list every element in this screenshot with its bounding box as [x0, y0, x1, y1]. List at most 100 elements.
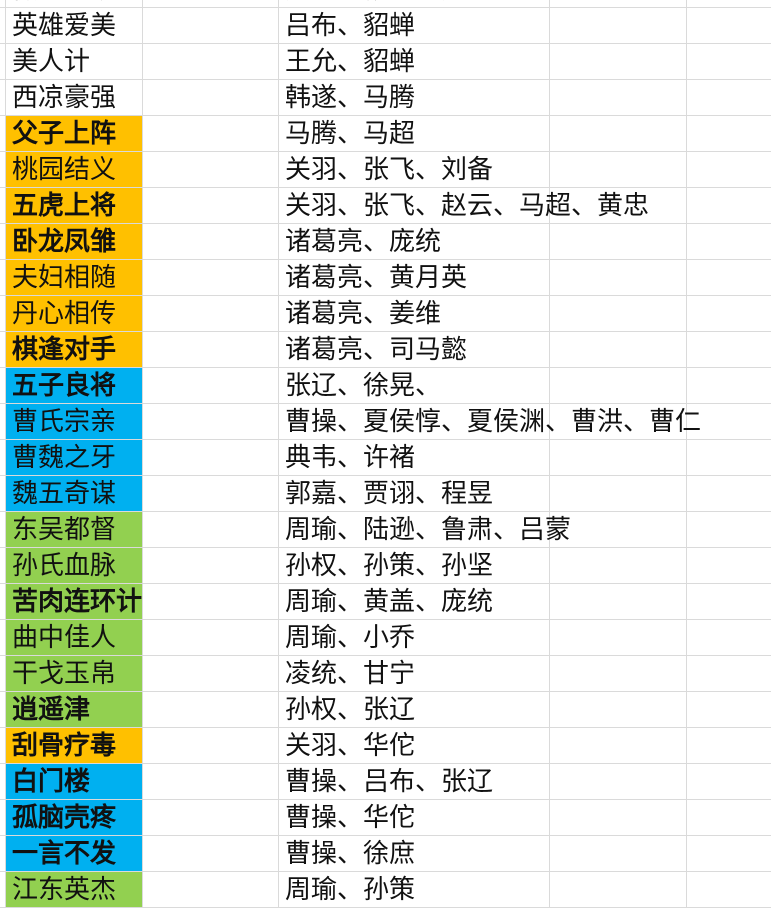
gridline — [686, 620, 687, 655]
name-cell[interactable] — [5, 404, 142, 439]
gridline — [686, 800, 687, 835]
name-cell[interactable] — [5, 800, 142, 835]
name-cell[interactable] — [5, 728, 142, 763]
gridline — [549, 80, 550, 115]
name-cell[interactable] — [5, 224, 142, 259]
gridline — [549, 620, 550, 655]
combo-members[interactable]: 孙权、孙策、孙坚 — [285, 551, 494, 581]
gridline — [278, 584, 279, 619]
gridline — [5, 620, 6, 655]
gridline — [142, 548, 143, 583]
gridline — [549, 476, 550, 511]
name-cell[interactable] — [5, 620, 142, 655]
gridline — [142, 188, 143, 223]
name-cell[interactable] — [5, 332, 142, 367]
table-row: 苦肉连环计 周瑜、黄盖、庞统 — [0, 584, 771, 620]
combo-name: 苦肉连环计 — [12, 587, 143, 617]
combo-members[interactable]: 曹操、夏侯惇、夏侯渊、曹洪、曹仁 — [285, 407, 702, 437]
gridline — [549, 44, 550, 79]
combo-members[interactable]: 王允、貂蝉 — [285, 47, 416, 77]
gridline — [5, 8, 6, 43]
combo-members[interactable]: 曹操、华佗 — [285, 803, 416, 833]
table-row: 夫妇相随 诸葛亮、黄月英 — [0, 260, 771, 296]
gridline — [686, 188, 687, 223]
table-row: 五虎上将 关羽、张飞、赵云、马超、黄忠 — [0, 188, 771, 224]
name-cell[interactable] — [5, 188, 142, 223]
name-cell[interactable] — [5, 296, 142, 331]
combo-name: 江东英杰 — [12, 875, 117, 905]
gridline — [686, 8, 687, 43]
gridline — [278, 80, 279, 115]
combo-members[interactable]: 关羽、华佗 — [285, 731, 416, 761]
name-cell[interactable] — [5, 584, 142, 619]
combo-members[interactable]: 关羽、张飞、刘备 — [285, 155, 494, 185]
combo-members[interactable]: 周瑜、孙策 — [285, 875, 416, 905]
gridline — [278, 188, 279, 223]
combo-members[interactable]: 吕布、貂蝉 — [285, 11, 416, 41]
name-cell[interactable] — [5, 872, 142, 907]
gridline — [686, 584, 687, 619]
gridline — [686, 152, 687, 187]
combo-members[interactable]: 诸葛亮、黄月英 — [285, 263, 468, 293]
name-cell[interactable] — [5, 116, 142, 151]
table-row: 白门楼 曹操、吕布、张辽 — [0, 764, 771, 800]
combo-members[interactable]: 张辽、徐晃、 — [285, 371, 442, 401]
gridline — [549, 404, 550, 439]
gridline — [686, 404, 687, 439]
name-cell[interactable] — [5, 548, 142, 583]
gridline — [278, 332, 279, 367]
gridline — [278, 692, 279, 727]
combo-members[interactable]: 关羽、张飞、赵云、马超、黄忠 — [285, 191, 650, 221]
name-cell[interactable] — [5, 440, 142, 475]
name-cell[interactable] — [5, 368, 142, 403]
name-cell[interactable] — [5, 476, 142, 511]
table-row: 美人计 王允、貂蝉 — [0, 44, 771, 80]
gridline — [549, 728, 550, 763]
gridline — [278, 224, 279, 259]
gridline — [5, 368, 6, 403]
name-cell[interactable] — [5, 152, 142, 187]
combo-members[interactable]: 郭嘉、贾诩、程昱 — [285, 479, 494, 509]
gridline — [5, 188, 6, 223]
combo-members[interactable]: 韩遂、马腾 — [285, 83, 416, 113]
combo-members[interactable]: 典韦、许褚 — [285, 443, 416, 473]
gridline — [686, 512, 687, 547]
combo-members[interactable]: 曹操、吕布、张辽 — [285, 767, 494, 797]
combo-members[interactable]: 诸葛亮、庞统 — [285, 227, 442, 257]
combo-members[interactable]: 周瑜、小乔 — [285, 623, 416, 653]
name-cell[interactable] — [5, 692, 142, 727]
table-row: 魏五奇谋 郭嘉、贾诩、程昱 — [0, 476, 771, 512]
combo-members[interactable]: 凌统、甘宁 — [285, 659, 416, 689]
name-cell[interactable] — [5, 764, 142, 799]
gridline — [686, 44, 687, 79]
combo-name: 丹心相传 — [12, 299, 117, 329]
gridline — [5, 512, 6, 547]
combo-name: 西凉豪强 — [12, 83, 117, 113]
gridline — [5, 800, 6, 835]
gridline — [686, 476, 687, 511]
table-row: 逍遥津 孙权、张辽 — [0, 692, 771, 728]
combo-members[interactable]: 孙权、张辽 — [285, 695, 416, 725]
combo-members[interactable]: 关羽、张飞、关羽 — [285, 0, 493, 6]
combo-members[interactable]: 周瑜、陆逊、鲁肃、吕蒙 — [285, 515, 572, 545]
name-cell[interactable] — [5, 512, 142, 547]
gridline — [278, 368, 279, 403]
gridline — [686, 728, 687, 763]
name-cell[interactable] — [5, 260, 142, 295]
combo-members[interactable]: 诸葛亮、司马懿 — [285, 335, 468, 365]
name-cell[interactable] — [5, 656, 142, 691]
gridline — [549, 260, 550, 295]
combo-members[interactable]: 曹操、徐庶 — [285, 839, 416, 869]
combo-members[interactable]: 诸葛亮、姜维 — [285, 299, 442, 329]
combo-members[interactable]: 周瑜、黄盖、庞统 — [285, 587, 494, 617]
name-cell[interactable] — [5, 836, 142, 871]
combo-name: 孤脑壳疼 — [12, 803, 117, 833]
gridline — [686, 332, 687, 367]
gridline — [549, 584, 550, 619]
combo-members[interactable]: 马腾、马超 — [285, 119, 416, 149]
gridline — [278, 836, 279, 871]
combo-name: 干戈玉帛 — [12, 659, 117, 689]
table-row: 江东英杰 周瑜、孙策 — [0, 872, 771, 908]
gridline — [5, 44, 6, 79]
gridline — [549, 440, 550, 475]
